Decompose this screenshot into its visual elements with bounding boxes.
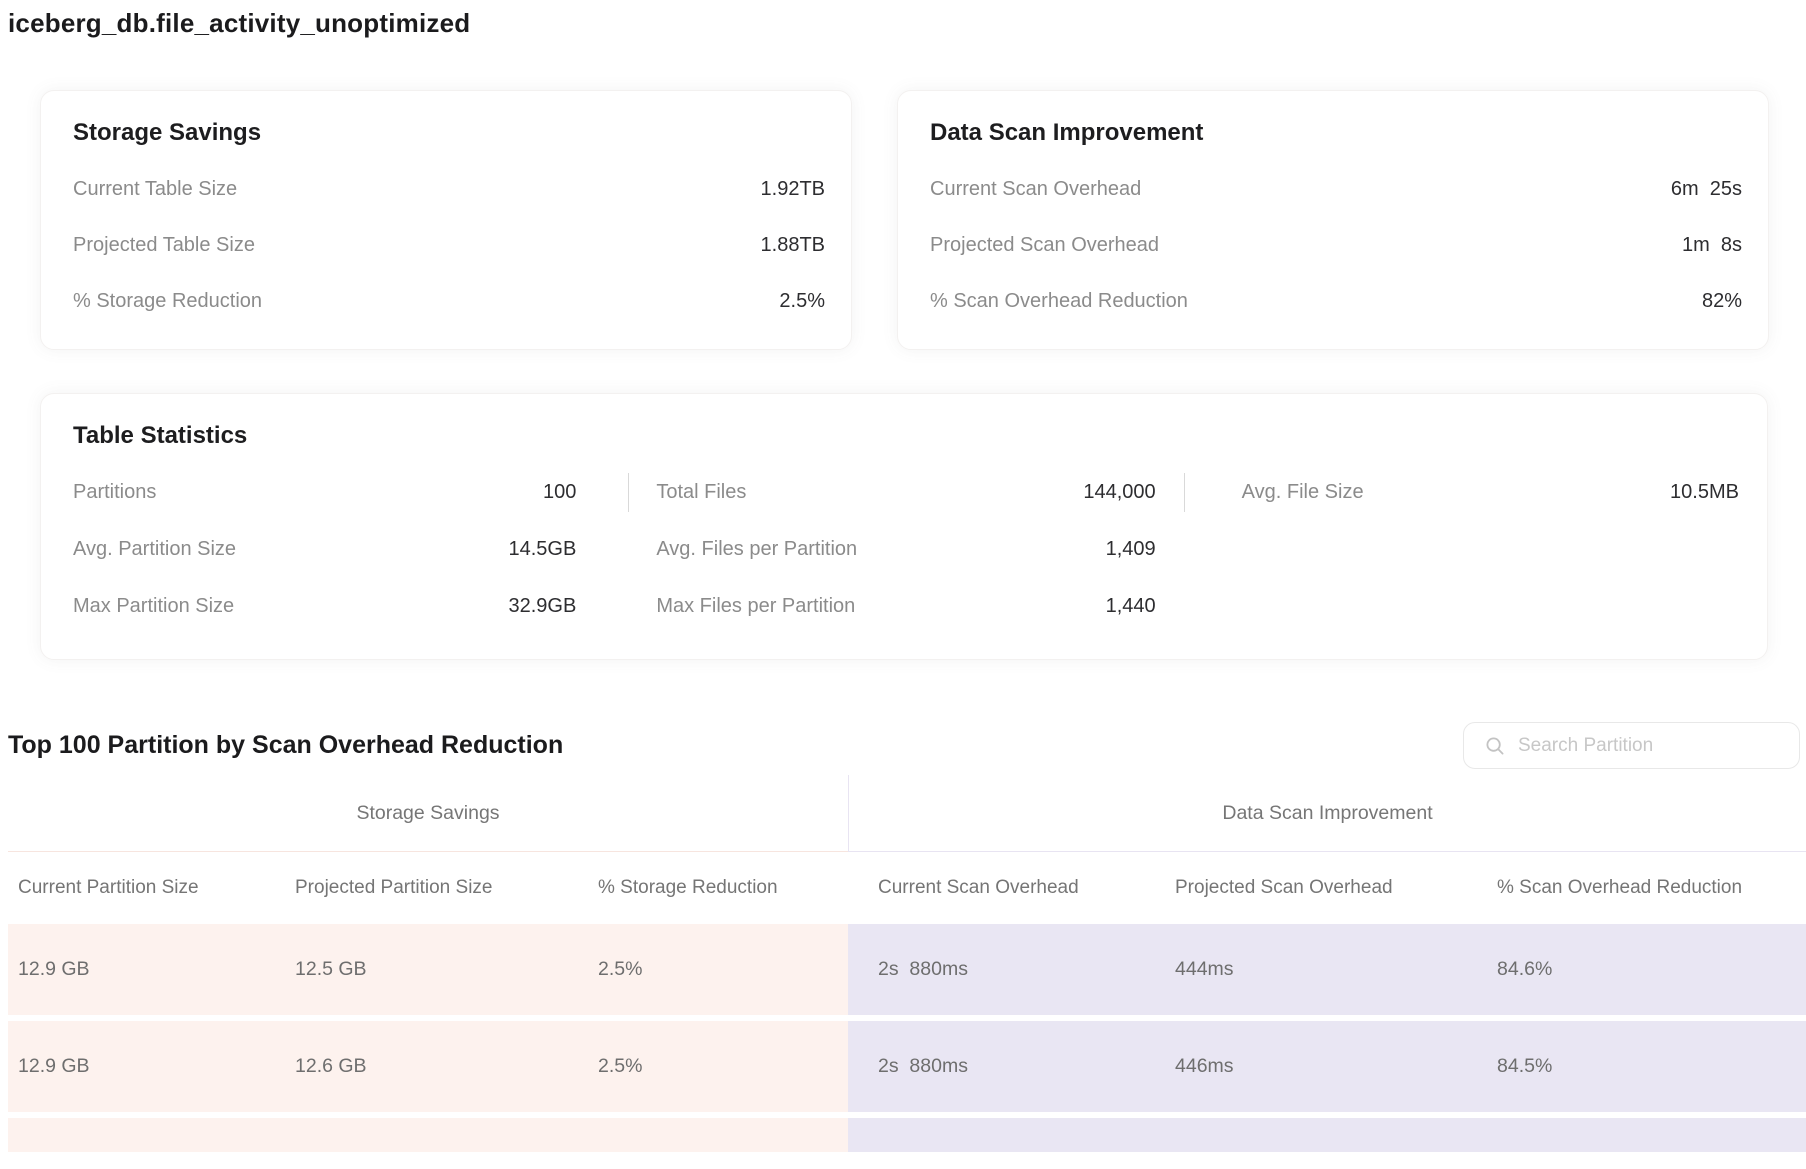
data-scan-improvement-card: Data Scan Improvement Current Scan Overh… [897, 90, 1769, 350]
summary-cards-row: Storage Savings Current Table Size 1.92T… [40, 90, 1806, 350]
cell-scan-overhead-reduction: 84.5% [1488, 1021, 1806, 1118]
cell-projected-scan-overhead [1168, 1118, 1488, 1152]
stat-value: 1,440 [1105, 595, 1156, 617]
table-group-header-row: Storage Savings Data Scan Improvement [8, 775, 1806, 852]
column-header-current-partition-size: Current Partition Size [8, 852, 288, 924]
column-header-projected-partition-size: Projected Partition Size [288, 852, 568, 924]
table-row: 12.9 GB 12.6 GB 2.5% 2s 880ms 446ms 84.5… [8, 1021, 1806, 1118]
group-header-storage-savings: Storage Savings [8, 775, 848, 852]
stat-cell: Avg. Files per Partition 1,409 [628, 521, 1183, 578]
cell-scan-overhead-reduction: 84.6% [1488, 924, 1806, 1021]
stat-label: Current Scan Overhead [930, 177, 1142, 200]
stat-row: % Scan Overhead Reduction 82% [930, 273, 1742, 329]
stat-label: % Storage Reduction [73, 289, 263, 312]
stat-value: 100 [542, 481, 577, 503]
stat-value: 144,000 [1083, 481, 1156, 503]
partition-table: Storage Savings Data Scan Improvement Cu… [8, 775, 1806, 1152]
stat-label: Avg. File Size [1241, 481, 1364, 503]
column-header-current-scan-overhead: Current Scan Overhead [848, 852, 1168, 924]
stat-cell: Avg. Partition Size 14.5GB [73, 521, 628, 578]
stat-value: 1m 8s [1681, 233, 1742, 256]
stat-cell: Partitions 100 [73, 464, 628, 521]
stat-label: Partitions [73, 481, 157, 503]
stat-label: Total Files [656, 481, 747, 503]
data-scan-improvement-card-title: Data Scan Improvement [930, 119, 1204, 146]
partition-search[interactable] [1463, 722, 1800, 769]
cell-projected-scan-overhead: 444ms [1168, 924, 1488, 1021]
stat-row: Current Scan Overhead 6m 25s [930, 161, 1742, 217]
storage-savings-card: Storage Savings Current Table Size 1.92T… [40, 90, 852, 350]
stat-row: Projected Table Size 1.88TB [73, 217, 825, 273]
stat-value: 82% [1701, 289, 1742, 312]
column-header-scan-overhead-reduction: % Scan Overhead Reduction [1488, 852, 1806, 924]
stat-value: 32.9GB [508, 595, 577, 617]
table-column-header-row: Current Partition Size Projected Partiti… [8, 852, 1806, 924]
stat-row: Projected Scan Overhead 1m 8s [930, 217, 1742, 273]
cell-projected-partition-size: 12.5 GB [288, 924, 568, 1021]
group-header-data-scan-improvement: Data Scan Improvement [848, 775, 1806, 852]
search-icon [1485, 736, 1505, 756]
cell-current-scan-overhead: 2s 880ms [848, 1021, 1168, 1118]
cell-current-scan-overhead: 2s 880ms [848, 924, 1168, 1021]
stat-row: Current Table Size 1.92TB [73, 161, 825, 217]
stat-cell-empty [1184, 521, 1739, 578]
stat-value: 1.88TB [760, 233, 825, 256]
table-statistics-card: Table Statistics Partitions 100 Total Fi… [40, 393, 1768, 660]
stat-label: Avg. Partition Size [73, 538, 237, 560]
cell-current-partition-size: 12.9 GB [8, 924, 288, 1021]
stat-label: % Scan Overhead Reduction [930, 289, 1188, 312]
cell-projected-scan-overhead: 446ms [1168, 1021, 1488, 1118]
stat-value: 2.5% [779, 289, 825, 312]
storage-savings-card-title: Storage Savings [73, 119, 262, 146]
cell-storage-reduction: 2.5% [568, 924, 848, 1021]
table-row: 12.9 GB 12.5 GB 2.5% 2s 880ms 444ms 84.6… [8, 924, 1806, 1021]
stat-value: 1.92TB [760, 177, 825, 200]
cell-current-partition-size: 12.9 GB [8, 1021, 288, 1118]
cell-projected-partition-size [288, 1118, 568, 1152]
table-statistics-card-title: Table Statistics [73, 422, 248, 449]
stat-value: 10.5MB [1670, 481, 1739, 503]
partition-section-title: Top 100 Partition by Scan Overhead Reduc… [8, 731, 564, 759]
stat-cell: Avg. File Size 10.5MB [1183, 464, 1739, 521]
table-row-partial [8, 1118, 1806, 1152]
cell-projected-partition-size: 12.6 GB [288, 1021, 568, 1118]
stat-value: 14.5GB [508, 538, 577, 560]
cell-storage-reduction [568, 1118, 848, 1152]
page-title: iceberg_db.file_activity_unoptimized [8, 8, 471, 38]
stat-label: Avg. Files per Partition [656, 538, 858, 560]
stat-value: 6m 25s [1670, 177, 1742, 200]
stat-cell: Max Partition Size 32.9GB [73, 578, 628, 635]
stat-label: Projected Scan Overhead [930, 233, 1160, 256]
search-input[interactable] [1518, 734, 1785, 757]
stat-cell-empty [1184, 578, 1739, 635]
stat-cell: Max Files per Partition 1,440 [628, 578, 1183, 635]
stat-row: % Storage Reduction 2.5% [73, 273, 825, 329]
cell-scan-overhead-reduction [1488, 1118, 1806, 1152]
stat-label: Max Files per Partition [656, 595, 856, 617]
partition-section-header: Top 100 Partition by Scan Overhead Reduc… [8, 722, 1800, 769]
table-statistics-grid: Partitions 100 Total Files 144,000 Avg. … [73, 464, 1739, 635]
stat-cell: Total Files 144,000 [628, 464, 1183, 521]
cell-storage-reduction: 2.5% [568, 1021, 848, 1118]
column-header-storage-reduction: % Storage Reduction [568, 852, 848, 924]
column-header-projected-scan-overhead: Projected Scan Overhead [1168, 852, 1488, 924]
stat-label: Projected Table Size [73, 233, 255, 256]
stat-value: 1,409 [1105, 538, 1156, 560]
cell-current-partition-size [8, 1118, 288, 1152]
cell-current-scan-overhead [848, 1118, 1168, 1152]
stat-label: Max Partition Size [73, 595, 235, 617]
stat-label: Current Table Size [73, 177, 238, 200]
